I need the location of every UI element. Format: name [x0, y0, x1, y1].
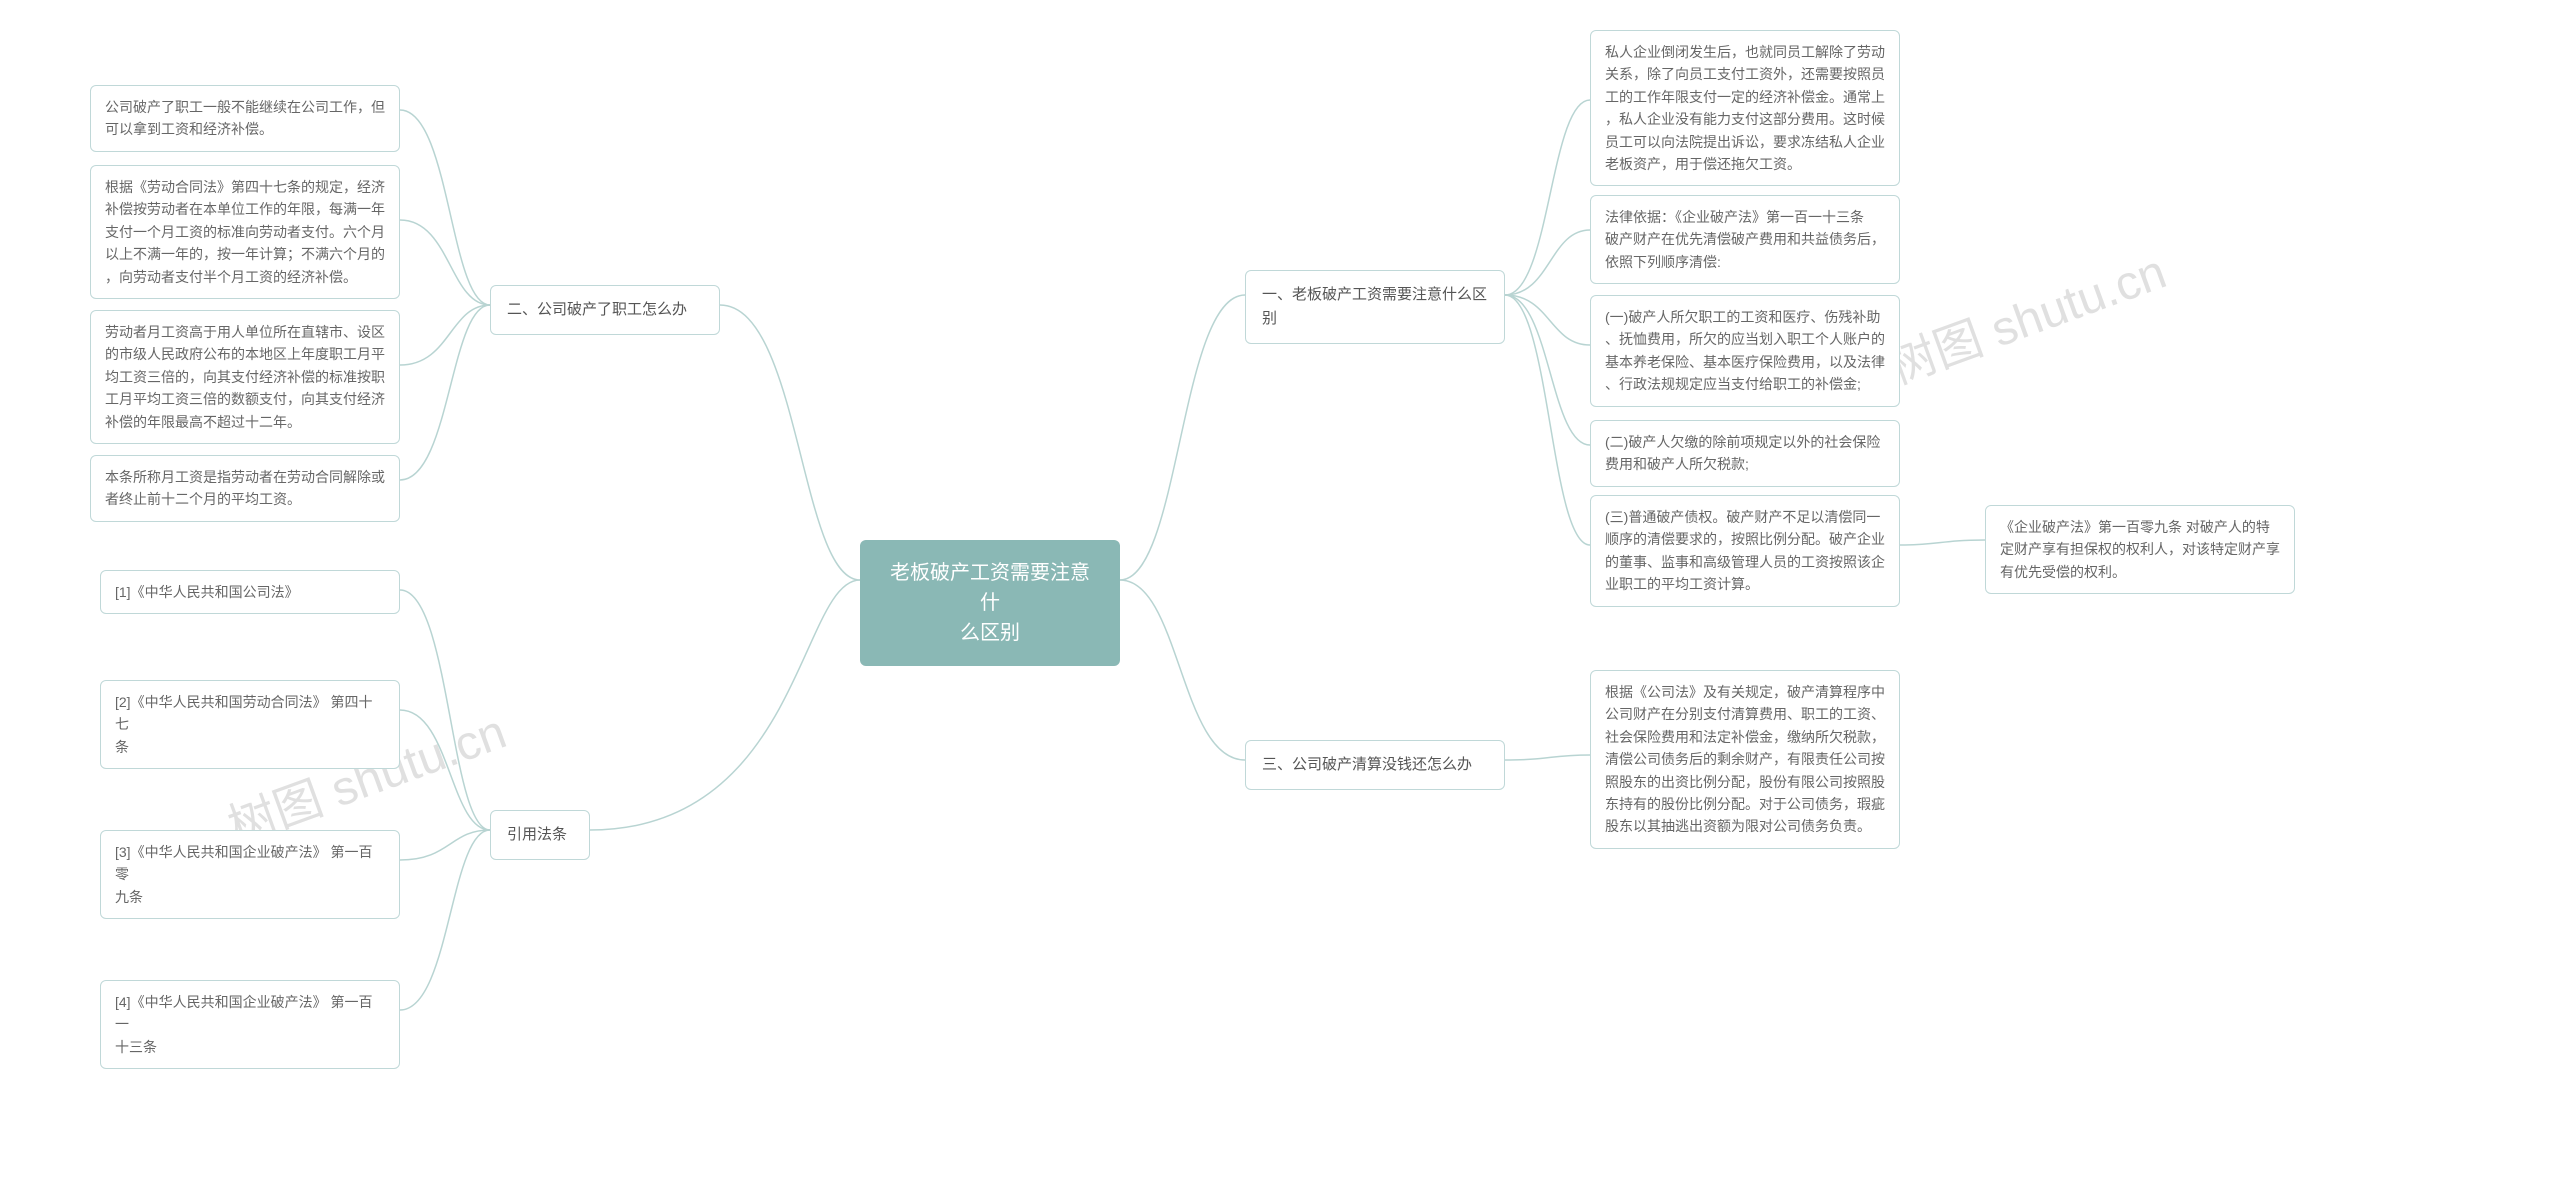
- branch1-leaf-3: (二)破产人欠缴的除前项规定以外的社会保险费用和破产人所欠税款;: [1590, 420, 1900, 487]
- branch2-leaf-1: 根据《劳动合同法》第四十七条的规定，经济补偿按劳动者在本单位工作的年限，每满一年…: [90, 165, 400, 299]
- branch-2: 二、公司破产了职工怎么办: [490, 285, 720, 335]
- branch1-leaf-0: 私人企业倒闭发生后，也就同员工解除了劳动关系，除了向员工支付工资外，还需要按照员…: [1590, 30, 1900, 186]
- ref-leaf-1: [2]《中华人民共和国劳动合同法》 第四十七条: [100, 680, 400, 769]
- ref-leaf-0: [1]《中华人民共和国公司法》: [100, 570, 400, 614]
- watermark-right: 树图 shutu.cn: [1877, 232, 2174, 397]
- branch1-leaf-4: (三)普通破产债权。破产财产不足以清偿同一顺序的清偿要求的，按照比例分配。破产企…: [1590, 495, 1900, 607]
- ref-leaf-2: [3]《中华人民共和国企业破产法》 第一百零九条: [100, 830, 400, 919]
- root-node: 老板破产工资需要注意什么区别: [860, 540, 1120, 666]
- branch2-leaf-2: 劳动者月工资高于用人单位所在直辖市、设区的市级人民政府公布的本地区上年度职工月平…: [90, 310, 400, 444]
- branch1-leaf-2: (一)破产人所欠职工的工资和医疗、伤残补助、抚恤费用，所欠的应当划入职工个人账户…: [1590, 295, 1900, 407]
- ref-leaf-3: [4]《中华人民共和国企业破产法》 第一百一十三条: [100, 980, 400, 1069]
- branch-ref: 引用法条: [490, 810, 590, 860]
- branch1-leaf-1: 法律依据：《企业破产法》第一百一十三条破产财产在优先清偿破产费用和共益债务后，依…: [1590, 195, 1900, 284]
- branch2-leaf-0: 公司破产了职工一般不能继续在公司工作，但可以拿到工资和经济补偿。: [90, 85, 400, 152]
- branch-3: 三、公司破产清算没钱还怎么办: [1245, 740, 1505, 790]
- branch1-leaf4-child: 《企业破产法》第一百零九条 对破产人的特定财产享有担保权的权利人，对该特定财产享…: [1985, 505, 2295, 594]
- branch2-leaf-3: 本条所称月工资是指劳动者在劳动合同解除或者终止前十二个月的平均工资。: [90, 455, 400, 522]
- branch-1: 一、老板破产工资需要注意什么区别: [1245, 270, 1505, 344]
- branch3-leaf: 根据《公司法》及有关规定，破产清算程序中公司财产在分别支付清算费用、职工的工资、…: [1590, 670, 1900, 849]
